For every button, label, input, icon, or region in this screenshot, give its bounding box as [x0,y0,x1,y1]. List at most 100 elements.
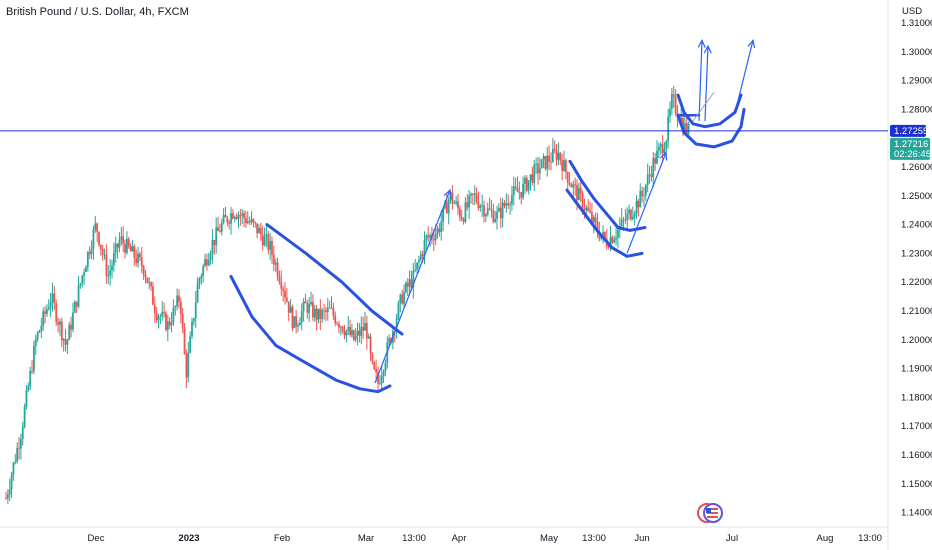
candle-body [302,301,305,312]
candle-body [298,322,301,326]
candle-body [620,219,623,227]
candle-body [339,326,342,328]
thin-guide-line[interactable] [692,91,715,122]
candle-body [622,219,625,221]
candle-body [512,186,515,196]
mid-cup-curve[interactable] [568,159,647,232]
candle-body [544,156,547,169]
last-price-tag-box [890,137,930,160]
breakout-arrow-head[interactable] [443,188,452,199]
cup-curve[interactable] [229,275,392,394]
candle-body [583,208,586,211]
candle-body [111,265,113,271]
candle-body [429,234,431,238]
candle-body [596,222,599,232]
candle-body [150,282,152,287]
candle-body [481,205,484,207]
candle-body [202,266,205,277]
candle-body [49,301,52,308]
drawings[interactable] [229,38,756,394]
candle-body [233,216,236,219]
candle-body [313,308,316,318]
up-arrow-3-head[interactable] [747,38,756,49]
candle-body [338,323,340,328]
candle-body [321,310,324,319]
mid-arrow-head[interactable] [659,151,668,161]
candle-body [516,187,519,193]
candle-body [325,310,327,312]
candle-body [137,253,139,264]
candle-body [135,258,138,264]
candle-body [323,310,325,312]
candle-body [18,447,20,449]
candle-body [159,316,162,318]
candle-body [473,193,476,195]
candle-body [90,249,93,255]
candle-body [399,294,402,303]
candle-body [479,205,482,209]
candle-body [19,439,22,449]
mid-lower-curve[interactable] [565,188,644,258]
candle-body [382,371,385,376]
candle-body [98,231,100,245]
resistance-trendline[interactable] [265,223,404,336]
candle-body [272,254,275,265]
price-axis[interactable]: 1.31000 1.30000 1.29000 1.28000 1.26000 1.250… [901,18,932,519]
mid-arrow[interactable] [626,152,667,254]
candle-body [250,219,253,223]
candle-body [576,184,578,201]
time-tick-label: Mar [358,533,374,544]
candle-body [540,159,543,169]
candle-body [114,243,117,254]
time-tick-label: Aug [817,533,834,544]
candle-body [85,266,87,273]
up-arrow-3[interactable] [737,40,754,101]
up-arrow-2-head[interactable] [703,44,712,54]
last-price-tag: 1.27216 02:26:45 [890,137,931,160]
candle-body [232,213,234,219]
candle-body [112,253,115,266]
candle-body [416,262,418,270]
time-tick-label: Jul [726,533,738,544]
price-tick-label: 1.24000 [901,220,932,231]
candle-body [99,244,102,250]
right-lower-curve[interactable] [676,107,746,149]
candle-body [291,306,294,329]
candle-body [83,272,86,276]
candle-body [421,254,424,256]
candle-body [332,307,335,316]
candle-body [261,234,264,246]
tradingview-logo-icon[interactable] [696,502,724,524]
candle-body [183,327,186,354]
candle-body [267,234,270,250]
up-arrow-1[interactable] [698,40,703,121]
right-cup-curve[interactable] [676,93,743,129]
candle-body [258,227,260,234]
candle-body [486,208,489,215]
candle-body [365,323,368,339]
candle-body [40,325,43,331]
candle-body [295,316,298,327]
candle-body [139,253,141,258]
time-axis[interactable]: Dec 2023 Feb Mar 13:00 Apr May 13:00 Jun Jul Aug 13… [88,533,882,544]
candle-body [129,246,132,252]
candle-body [674,96,677,114]
candle-body [107,275,110,277]
candle-body [328,307,331,309]
candle-body [672,94,675,97]
up-arrow-2[interactable] [704,46,709,121]
candle-body [172,307,175,323]
candle-body [648,174,651,176]
candle-body [289,306,292,313]
candle-body [317,308,320,320]
candle-body [522,183,524,198]
candle-body [564,160,567,173]
candle-body [297,325,299,327]
breakout-arrow[interactable] [374,189,451,384]
candle-body [579,188,582,194]
up-arrow-1-head[interactable] [697,38,706,48]
candle-body [246,221,249,224]
candle-body [466,202,469,208]
candle-body [551,149,554,162]
